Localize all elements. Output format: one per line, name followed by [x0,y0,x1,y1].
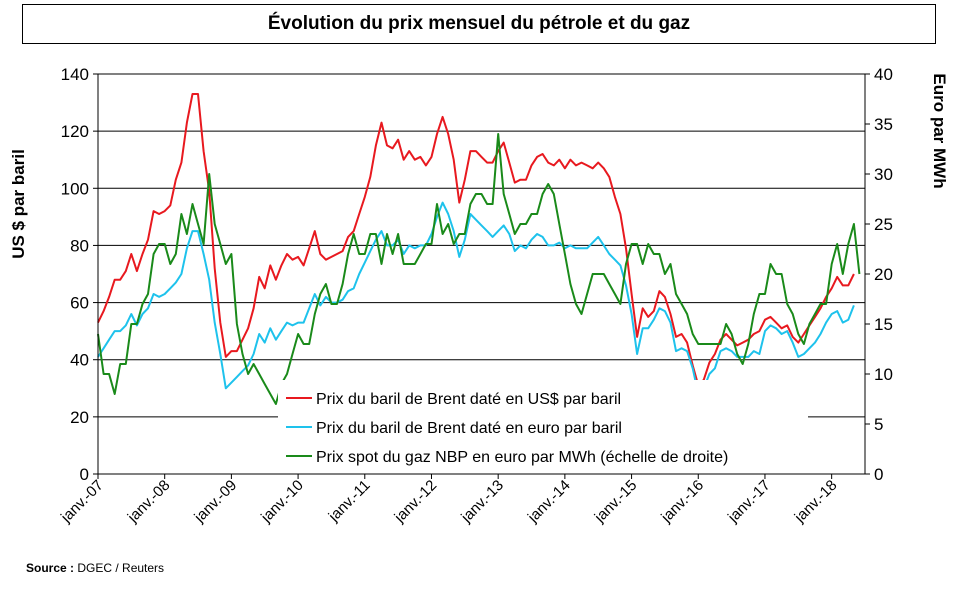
tick-label-right: 10 [874,365,893,384]
tick-label-x: janv.-07 [57,477,107,527]
tick-label-x: janv.-12 [391,477,441,527]
tick-label-right: 25 [874,215,893,234]
tick-label-left: 120 [61,122,89,141]
tick-label-x: janv.-14 [524,477,574,527]
tick-label-right: 40 [874,65,893,84]
y-axis-title-right: Euro par MWh [930,73,949,188]
tick-label-left: 80 [70,236,89,255]
tick-label-right: 5 [874,415,883,434]
tick-label-left: 40 [70,351,89,370]
tick-label-x: janv.-13 [457,477,507,527]
tick-label-left: 60 [70,294,89,313]
series-line-1 [97,93,855,387]
y-axis-title-left: US $ par baril [9,149,28,259]
source-note: Source : DGEC / Reuters [26,561,164,575]
legend-label-1: Prix du baril de Brent daté en US$ par b… [316,391,621,408]
series-lines [97,93,861,405]
tick-label-left: 0 [80,465,89,484]
plot-area-border [97,73,866,475]
chart-title: Évolution du prix mensuel du pétrole et … [22,4,936,44]
source-text: DGEC / Reuters [77,561,165,575]
tick-label-right: 15 [874,315,893,334]
series-line-3 [97,133,861,405]
tick-label-left: 20 [70,408,89,427]
tick-label-left: 100 [61,179,89,198]
series-line-2 [97,201,855,395]
legend: Prix du baril de Brent daté en US$ par b… [278,380,808,472]
tick-label-x: janv.-15 [591,477,641,527]
tick-label-right: 35 [874,115,893,134]
legend-label-2: Prix du baril de Brent daté en euro par … [316,420,622,437]
tick-label-x: janv.-18 [791,477,841,527]
tick-label-x: janv.-09 [191,477,241,527]
tick-label-x: janv.-17 [724,477,774,527]
tick-label-x: janv.-10 [257,477,307,527]
tick-label-right: 0 [874,465,883,484]
source-label: Source : [26,561,75,575]
legend-label-3: Prix spot du gaz NBP en euro par MWh (éc… [316,449,728,466]
tick-label-x: janv.-08 [124,477,174,527]
tick-label-x: janv.-16 [657,477,707,527]
tick-label-x: janv.-11 [325,477,374,526]
tick-label-right: 20 [874,265,893,284]
legend-box [278,380,808,472]
tick-label-left: 140 [61,65,89,84]
tick-label-right: 30 [874,165,893,184]
